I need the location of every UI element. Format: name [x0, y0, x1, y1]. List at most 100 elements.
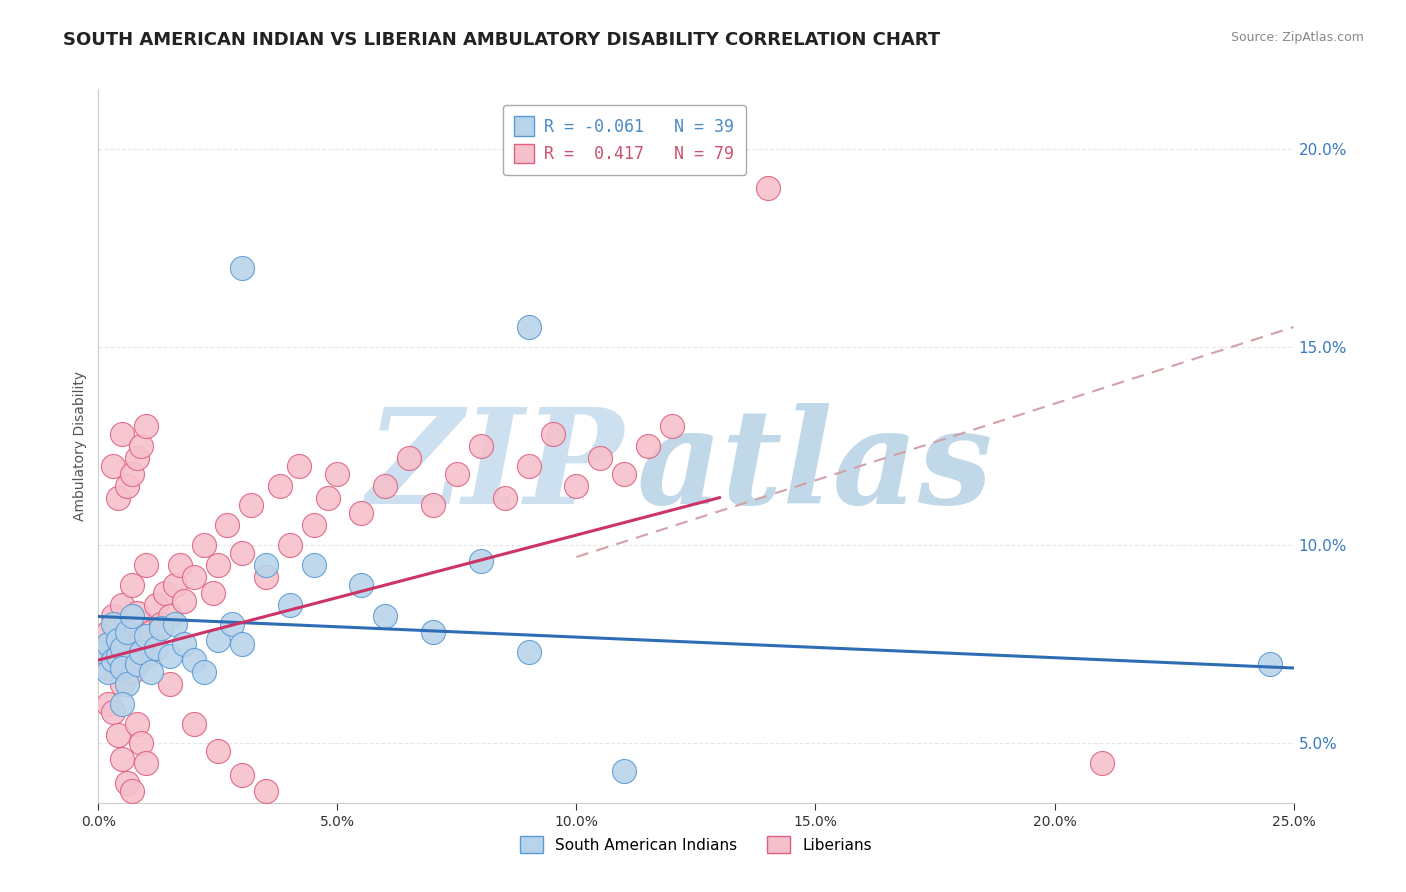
Point — [374, 478, 396, 492]
Point — [97, 697, 120, 711]
Y-axis label: Ambulatory Disability: Ambulatory Disability — [73, 371, 87, 521]
Point — [145, 598, 167, 612]
Point — [221, 617, 243, 632]
Point — [613, 467, 636, 481]
Point — [173, 637, 195, 651]
Point — [131, 633, 153, 648]
Point — [131, 736, 153, 750]
Point — [139, 625, 162, 640]
Point — [1091, 756, 1114, 771]
Point — [107, 728, 129, 742]
Point — [101, 649, 124, 664]
Point — [169, 558, 191, 572]
Point — [125, 657, 148, 671]
Point — [470, 554, 492, 568]
Text: ZIP: ZIP — [367, 403, 624, 532]
Point — [278, 598, 301, 612]
Point — [111, 641, 134, 656]
Point — [159, 677, 181, 691]
Point — [254, 570, 277, 584]
Point — [91, 645, 114, 659]
Point — [446, 467, 468, 481]
Text: Source: ZipAtlas.com: Source: ZipAtlas.com — [1230, 31, 1364, 45]
Point — [125, 606, 148, 620]
Point — [613, 764, 636, 778]
Point — [254, 784, 277, 798]
Point — [637, 439, 659, 453]
Point — [121, 609, 143, 624]
Point — [131, 439, 153, 453]
Point — [101, 617, 124, 632]
Point — [278, 538, 301, 552]
Point — [115, 629, 138, 643]
Point — [217, 518, 239, 533]
Point — [107, 649, 129, 664]
Point — [756, 181, 779, 195]
Point — [135, 629, 157, 643]
Point — [115, 653, 138, 667]
Point — [115, 776, 138, 790]
Point — [107, 617, 129, 632]
Point — [111, 697, 134, 711]
Point — [111, 641, 134, 656]
Point — [111, 677, 134, 691]
Point — [107, 657, 129, 671]
Point — [193, 538, 215, 552]
Point — [231, 637, 253, 651]
Point — [422, 625, 444, 640]
Point — [101, 653, 124, 667]
Point — [97, 665, 120, 679]
Text: SOUTH AMERICAN INDIAN VS LIBERIAN AMBULATORY DISABILITY CORRELATION CHART: SOUTH AMERICAN INDIAN VS LIBERIAN AMBULA… — [63, 31, 941, 49]
Point — [589, 450, 612, 465]
Point — [101, 458, 124, 473]
Point — [207, 633, 229, 648]
Point — [1258, 657, 1281, 671]
Point — [517, 458, 540, 473]
Point — [149, 617, 172, 632]
Point — [517, 645, 540, 659]
Point — [125, 716, 148, 731]
Point — [422, 499, 444, 513]
Point — [149, 621, 172, 635]
Point — [121, 665, 143, 679]
Point — [101, 609, 124, 624]
Point — [91, 645, 114, 659]
Point — [101, 705, 124, 719]
Point — [101, 637, 124, 651]
Point — [159, 649, 181, 664]
Legend: South American Indians, Liberians: South American Indians, Liberians — [513, 830, 879, 859]
Point — [517, 320, 540, 334]
Point — [374, 609, 396, 624]
Text: atlas: atlas — [637, 403, 993, 532]
Point — [97, 661, 120, 675]
Point — [121, 578, 143, 592]
Point — [111, 598, 134, 612]
Point — [398, 450, 420, 465]
Point — [107, 491, 129, 505]
Point — [183, 716, 205, 731]
Point — [183, 653, 205, 667]
Point — [302, 518, 325, 533]
Point — [135, 756, 157, 771]
Point — [145, 641, 167, 656]
Point — [193, 665, 215, 679]
Point — [107, 633, 129, 648]
Point — [135, 419, 157, 434]
Point — [661, 419, 683, 434]
Point — [159, 609, 181, 624]
Point — [163, 617, 186, 632]
Point — [183, 570, 205, 584]
Point — [350, 578, 373, 592]
Point — [565, 478, 588, 492]
Point — [350, 507, 373, 521]
Point — [207, 558, 229, 572]
Point — [115, 625, 138, 640]
Point — [115, 677, 138, 691]
Point — [115, 478, 138, 492]
Point — [302, 558, 325, 572]
Point — [541, 427, 564, 442]
Point — [202, 585, 225, 599]
Point — [97, 625, 120, 640]
Point — [231, 768, 253, 782]
Point — [135, 558, 157, 572]
